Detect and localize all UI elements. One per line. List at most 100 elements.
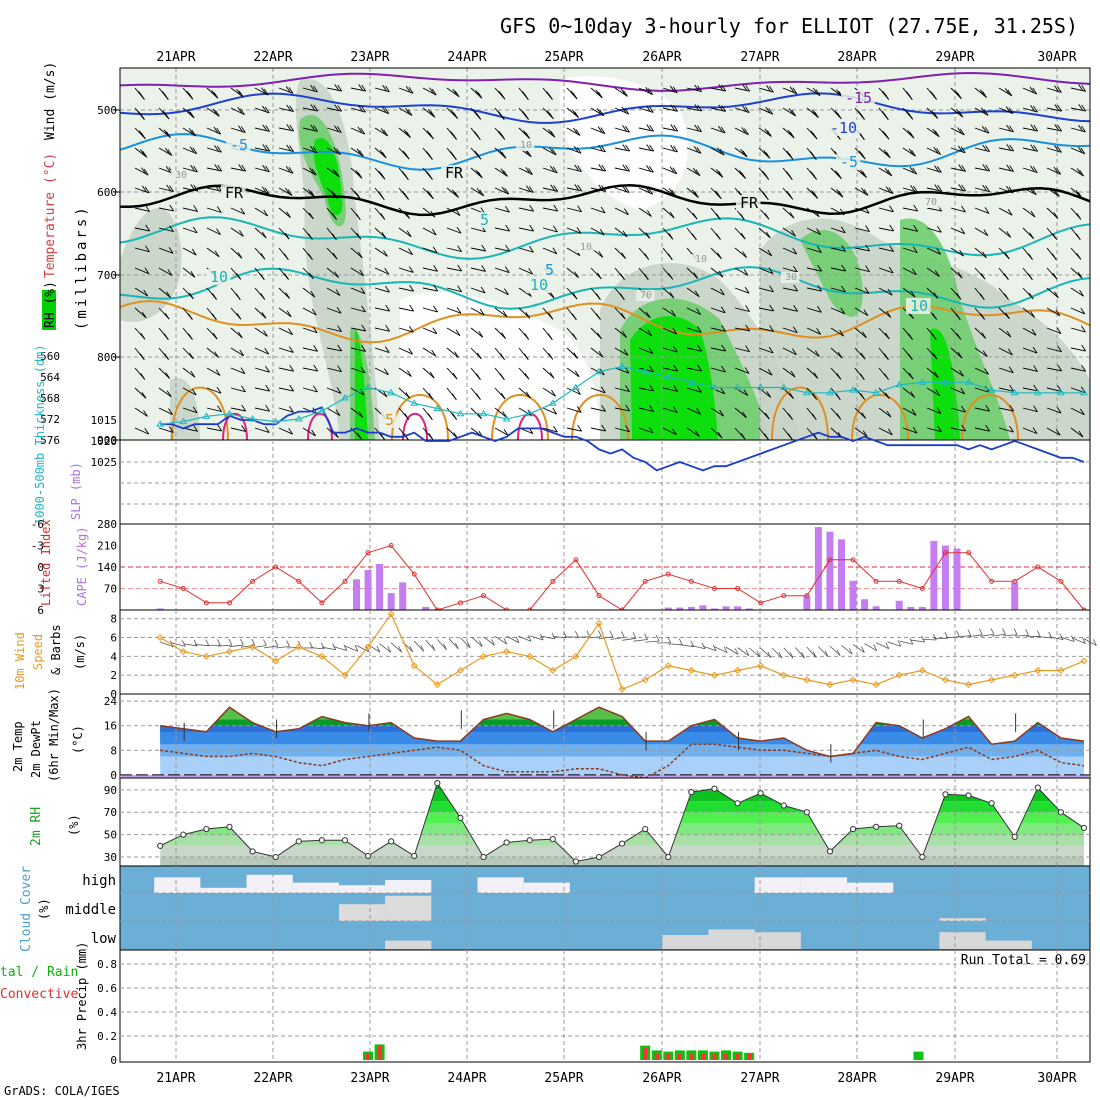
rh-point xyxy=(595,853,603,861)
thickness-tick: 576 xyxy=(40,434,60,447)
y-tick-label: 600 xyxy=(97,186,117,199)
cape-bar xyxy=(422,606,430,610)
thickness-point xyxy=(364,383,372,390)
lifted-index-point xyxy=(250,578,256,584)
thickness-point xyxy=(618,362,626,369)
wind10-ylabel-2: Speed xyxy=(31,634,45,670)
li-tick: -3 xyxy=(31,540,44,553)
cloud-gap xyxy=(385,880,432,893)
lifted-index-point xyxy=(296,578,302,584)
cape-bar xyxy=(803,596,811,610)
lifted-index-point xyxy=(688,578,694,584)
lifted-index-point xyxy=(273,564,279,570)
rh2m-ylabel-unit: (%) xyxy=(67,814,81,836)
wind-tick: 4 xyxy=(110,650,117,663)
thickness-point xyxy=(802,388,811,396)
date-axis-top: 21APR 22APR 23APR 24APR 25APR 26APR 27APR 28APR… xyxy=(156,50,1076,65)
date-label-top: 26APR xyxy=(642,50,681,65)
contour-label: 5 xyxy=(545,261,554,279)
rh-point xyxy=(226,823,233,830)
cape-bar xyxy=(745,608,753,610)
lifted-index-point xyxy=(735,586,741,591)
cloud-gap xyxy=(662,935,709,949)
temp-tick: 16 xyxy=(104,720,117,733)
wind-speed-point xyxy=(364,643,372,651)
cape-tick: 70 xyxy=(104,583,117,596)
thickness-point xyxy=(1080,388,1088,396)
thickness-point xyxy=(433,404,442,411)
lifted-index-point xyxy=(781,593,787,599)
rh-point xyxy=(803,809,810,816)
upper-ylabel-temp: Temperature (°C) xyxy=(43,153,58,278)
contour-20 xyxy=(491,394,549,441)
y-tick-label: 900 xyxy=(97,434,117,447)
y-tick-label: 800 xyxy=(97,351,117,364)
slp-tick: 1015 xyxy=(91,414,118,427)
lifted-index-point xyxy=(873,578,879,584)
rh-point xyxy=(411,852,418,860)
sub-zero-band xyxy=(120,774,1090,778)
cape-bar xyxy=(872,606,880,610)
wind-speed-point xyxy=(826,681,834,689)
rh-tick: 30 xyxy=(104,851,117,864)
precip-convective-bar xyxy=(735,1054,740,1060)
temp2m-panel: 24 16 8 0 2m Temp 2m DewPt (6hr Min/Max) (°… xyxy=(11,688,1091,782)
thickness-point xyxy=(410,399,419,406)
li-tick: 3 xyxy=(37,583,44,596)
cape-bar xyxy=(387,593,395,610)
cape-bar xyxy=(699,605,707,610)
precip-side-label-1: tal / Rain xyxy=(0,965,78,980)
wind-speed-point xyxy=(156,633,164,642)
contour-label: 30 xyxy=(785,272,797,283)
slp-tick: 1025 xyxy=(91,456,118,469)
cape-bar xyxy=(399,582,407,610)
wind-speed-point xyxy=(757,662,765,670)
wind10-panel: 8 6 4 2 0 10m Wind Speed & Barbs (m/s) xyxy=(13,609,1097,701)
cape-ylabel: CAPE (J/kg) xyxy=(75,527,89,606)
cape-bar xyxy=(838,539,845,610)
contour-label: 10 xyxy=(580,242,592,253)
thickness-point xyxy=(895,380,904,388)
rh-point xyxy=(457,814,464,821)
thickness-point xyxy=(202,412,211,419)
cape-tick: 210 xyxy=(97,540,117,553)
wind-speed-point xyxy=(225,648,234,656)
cloud-level-label: middle xyxy=(65,902,116,918)
wind-speed-point xyxy=(272,657,280,665)
temp-line xyxy=(160,706,1085,758)
lifted-index-point xyxy=(989,578,995,584)
cloud-gap xyxy=(338,885,386,893)
wind-speed-point xyxy=(1011,671,1019,679)
lifted-index-point xyxy=(342,578,348,584)
thickness-tick: 560 xyxy=(40,350,60,363)
thickness-point xyxy=(479,409,488,417)
rh-point xyxy=(688,788,695,796)
thickness-point xyxy=(941,378,950,385)
thickness-point xyxy=(1033,388,1042,396)
cape-bar xyxy=(907,606,915,610)
rh-tick: 70 xyxy=(104,806,117,819)
rh-tick: 50 xyxy=(104,829,117,842)
wind-speed-point xyxy=(341,671,349,679)
precip-tick: 0.6 xyxy=(97,982,117,995)
rh-point xyxy=(642,825,649,833)
thickness-point xyxy=(710,383,719,390)
wind10-ylabel-1: 10m Wind xyxy=(13,632,27,690)
wind-speed-point xyxy=(456,666,464,675)
thickness-point xyxy=(779,383,788,390)
rh-point xyxy=(434,780,441,787)
date-label-bottom: 29APR xyxy=(935,1071,974,1086)
cloud-gap xyxy=(154,877,201,893)
wind10-ylabel-3: & Barbs xyxy=(49,624,63,675)
contour-label: 5 xyxy=(480,211,489,229)
rh-point xyxy=(873,823,880,830)
date-label-bottom: 25APR xyxy=(544,1071,583,1086)
precip-convective-bar xyxy=(677,1054,682,1060)
contour-minus5 xyxy=(119,133,1091,171)
cape-bar xyxy=(364,570,372,610)
wind-speed-point xyxy=(780,671,788,679)
wind-speed-point xyxy=(526,652,534,660)
rh-point xyxy=(272,853,279,861)
wind-speed-point xyxy=(988,676,996,684)
wind-speed-point xyxy=(433,681,441,689)
